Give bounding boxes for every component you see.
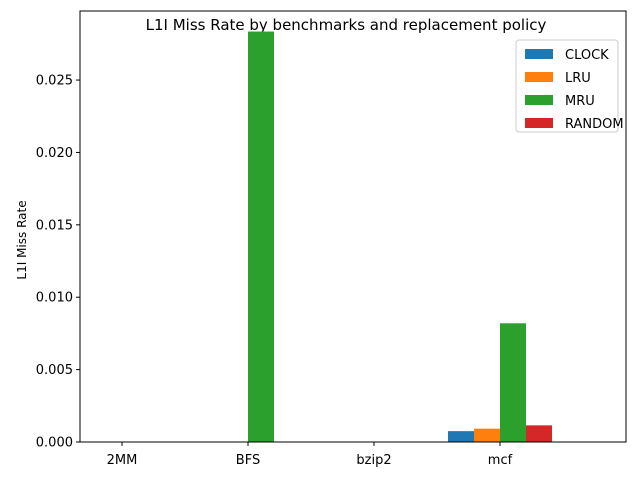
y-tick-label: 0.020 xyxy=(36,146,73,161)
plot-area xyxy=(248,31,552,442)
legend: CLOCK LRU MRU RANDOM xyxy=(515,39,624,133)
y-tick-label: 0.000 xyxy=(36,436,73,451)
x-tick-label: 2MM xyxy=(107,453,138,468)
y-tick-label: 0.005 xyxy=(36,363,73,378)
x-tick-label: bzip2 xyxy=(356,453,391,468)
legend-label: MRU xyxy=(565,94,595,109)
legend-box xyxy=(515,39,619,133)
bar-mru xyxy=(500,323,526,442)
x-tick-label: BFS xyxy=(236,453,260,468)
x-tick-label: mcf xyxy=(488,453,513,468)
legend-label: LRU xyxy=(565,71,591,86)
bar-random xyxy=(526,425,552,442)
legend-swatch xyxy=(525,49,553,59)
y-tick-label: 0.010 xyxy=(36,291,73,306)
y-tick-label: 0.025 xyxy=(36,74,73,89)
x-axis: 2MM BFS bzip2 mcf xyxy=(107,442,513,468)
plot-frame xyxy=(79,10,627,443)
bar-lru xyxy=(474,428,500,442)
legend-swatch xyxy=(525,72,553,82)
legend-swatch xyxy=(525,118,553,128)
legend-label: CLOCK xyxy=(565,48,609,63)
bar-mru xyxy=(248,31,274,442)
y-axis: 0.000 0.005 0.010 0.015 0.020 0.025 xyxy=(36,74,80,451)
legend-swatch xyxy=(525,95,553,105)
y-axis-label: L1I Miss Rate xyxy=(15,200,29,279)
chart-title: L1I Miss Rate by benchmarks and replacem… xyxy=(146,16,547,34)
legend-label: RANDOM xyxy=(565,117,624,132)
y-tick-label: 0.015 xyxy=(36,218,73,233)
bar-clock xyxy=(448,431,474,442)
